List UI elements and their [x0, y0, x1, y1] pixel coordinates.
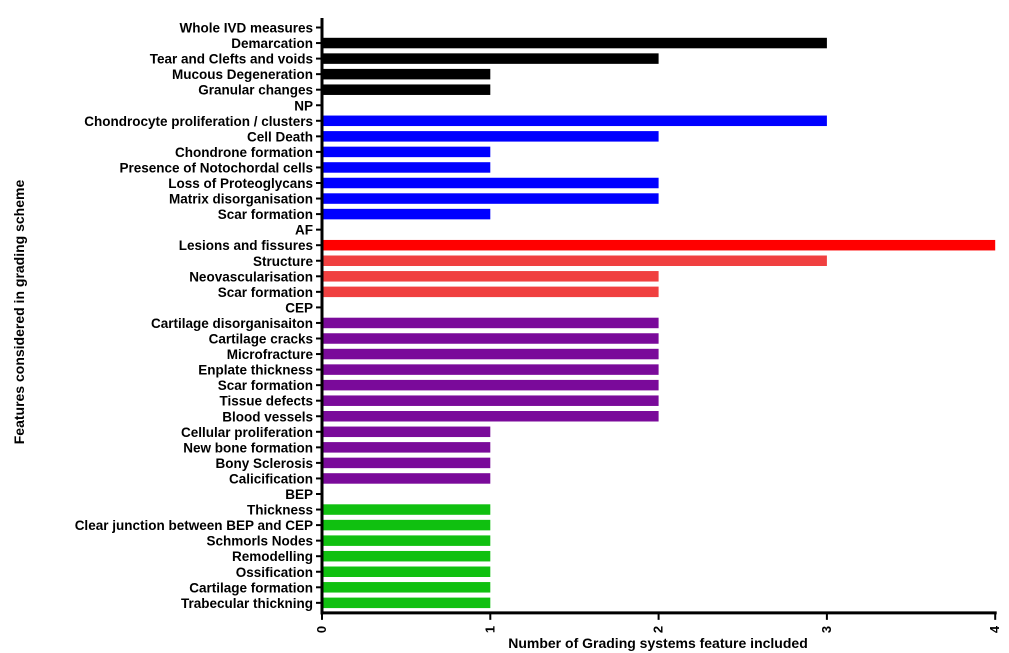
- bar: [322, 379, 659, 391]
- bar: [322, 286, 659, 298]
- bars-group: [322, 37, 996, 609]
- category-label: Matrix disorganisation: [169, 192, 313, 207]
- category-label: Clear junction between BEP and CEP: [75, 518, 313, 533]
- bar: [322, 177, 659, 189]
- category-label: AF: [295, 223, 313, 238]
- category-label: Cartilage disorganisaiton: [151, 316, 313, 331]
- bar: [322, 566, 491, 577]
- category-label: Chondrone formation: [175, 145, 313, 160]
- category-label: Ossification: [236, 565, 313, 580]
- bar: [322, 115, 827, 127]
- category-label: Remodelling: [232, 549, 313, 564]
- x-tick-label: 3: [819, 626, 834, 633]
- bar: [322, 457, 491, 469]
- x-axis-ticks: 0 1 2 3 4: [314, 612, 1002, 633]
- category-label: BEP: [285, 487, 313, 502]
- bar: [322, 411, 659, 422]
- bar: [322, 239, 996, 251]
- bar: [322, 364, 659, 375]
- x-tick-label: 1: [482, 626, 497, 633]
- bar: [322, 519, 491, 531]
- bar: [322, 535, 491, 546]
- category-label: Scar formation: [218, 378, 313, 393]
- bar: [322, 131, 659, 142]
- category-label: Thickness: [247, 503, 313, 518]
- bar: [322, 255, 827, 266]
- category-label: Presence of Notochordal cells: [119, 160, 313, 175]
- bar: [322, 504, 491, 515]
- x-tick-label: 4: [987, 625, 1002, 633]
- bar: [322, 146, 491, 158]
- category-label: Tissue defects: [219, 394, 313, 409]
- category-label: Schmorls Nodes: [206, 534, 313, 549]
- category-label: Neovascularisation: [189, 269, 313, 284]
- x-axis-title: Number of Grading systems feature includ…: [508, 635, 808, 651]
- category-label: Loss of Proteoglycans: [168, 176, 313, 191]
- bar: [322, 426, 491, 438]
- category-label: NP: [294, 98, 313, 113]
- category-label: Cell Death: [247, 129, 313, 144]
- category-label: Cartilage cracks: [209, 332, 313, 347]
- bar: [322, 68, 491, 80]
- bar: [322, 597, 491, 609]
- category-label: Trabecular thickning: [181, 596, 313, 611]
- bar: [322, 37, 827, 49]
- category-label: Granular changes: [198, 83, 313, 98]
- category-label: Chondrocyte proliferation / clusters: [84, 114, 313, 129]
- category-label: Calicification: [229, 471, 313, 486]
- category-label: Structure: [253, 254, 314, 269]
- bar: [322, 473, 491, 484]
- category-label: Whole IVD measures: [179, 21, 313, 36]
- category-label: Scar formation: [218, 285, 313, 300]
- category-label: Scar formation: [218, 207, 313, 222]
- bar: [322, 550, 491, 562]
- bar: [322, 208, 491, 220]
- category-label: Cellular proliferation: [181, 425, 313, 440]
- x-tick-label: 0: [314, 626, 329, 633]
- bar: [322, 582, 491, 593]
- category-label: CEP: [285, 300, 313, 315]
- category-label: New bone formation: [183, 440, 313, 455]
- bar: [322, 271, 659, 282]
- bar: [322, 317, 659, 329]
- bar: [322, 333, 659, 344]
- y-axis-title: Features considered in grading scheme: [11, 180, 27, 445]
- category-label: Enplate thickness: [198, 363, 313, 378]
- category-label: Microfracture: [227, 347, 314, 362]
- category-label: Mucous Degeneration: [172, 67, 313, 82]
- category-label: Lesions and fissures: [179, 238, 313, 253]
- bar: [322, 193, 659, 204]
- bar: [322, 395, 659, 406]
- category-label: Tear and Clefts and voids: [150, 52, 313, 67]
- bar: [322, 348, 659, 360]
- bar: [322, 442, 491, 453]
- category-label: Demarcation: [231, 36, 313, 51]
- category-label: Blood vessels: [222, 409, 313, 424]
- bar: [322, 162, 491, 173]
- x-tick-label: 2: [651, 626, 666, 633]
- category-label: Bony Sclerosis: [215, 456, 313, 471]
- bar: [322, 84, 491, 95]
- bar: [322, 53, 659, 64]
- category-label: Cartilage formation: [189, 580, 313, 595]
